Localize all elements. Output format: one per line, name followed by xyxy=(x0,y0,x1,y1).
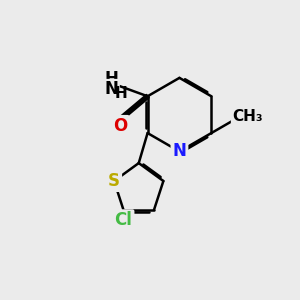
Text: O: O xyxy=(113,117,128,135)
Text: H: H xyxy=(114,86,127,101)
Text: S: S xyxy=(108,172,120,190)
Text: H: H xyxy=(105,70,119,88)
Text: Cl: Cl xyxy=(115,211,132,229)
Text: N: N xyxy=(172,142,186,160)
Text: CH₃: CH₃ xyxy=(233,110,263,124)
Text: N: N xyxy=(105,80,119,98)
